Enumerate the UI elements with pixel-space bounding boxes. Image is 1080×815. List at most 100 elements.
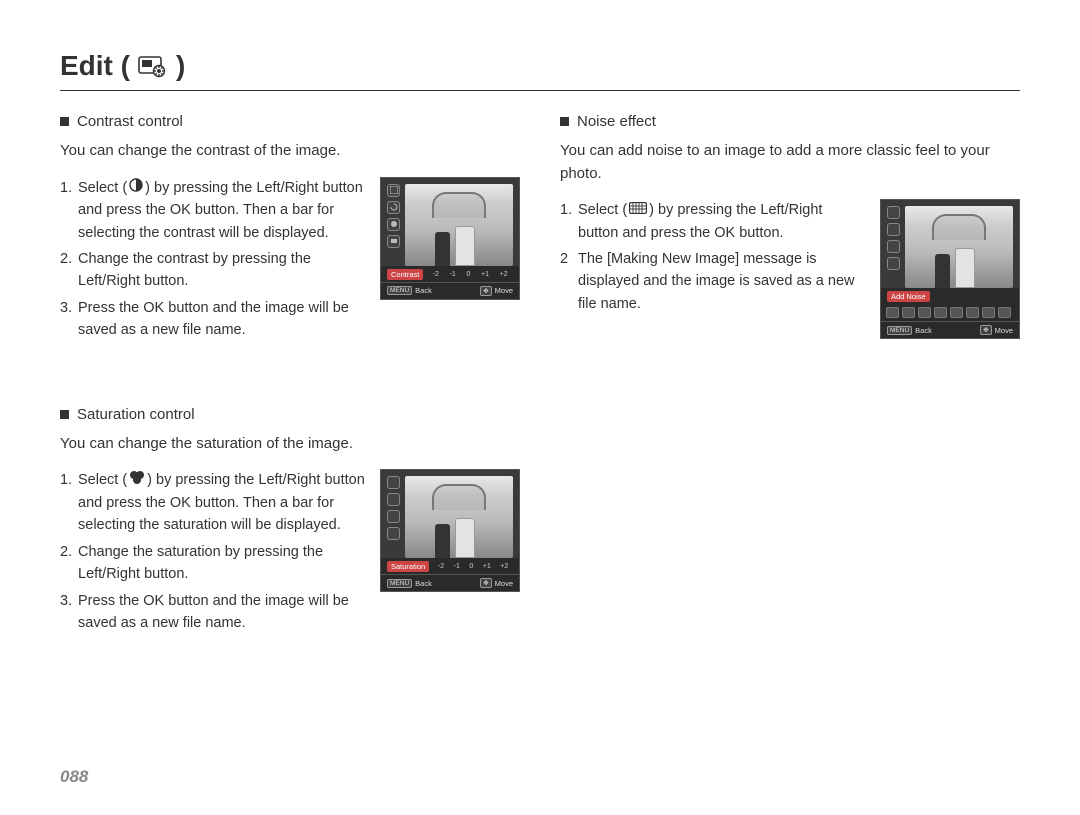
resize-icon: [387, 184, 400, 197]
step-number: 2.: [60, 248, 78, 293]
photo-style-icon: [387, 510, 400, 523]
photo-style-icon: [387, 218, 400, 231]
step-item: 2 The [Making New Image] message is disp…: [560, 248, 866, 315]
step-list: 1. Select () by pressing the Left/Right …: [560, 199, 866, 319]
effect-thumb-icon: [950, 307, 963, 318]
screen-side-icons: [887, 206, 900, 288]
section-heading: Contrast control: [60, 113, 520, 130]
step-number: 1.: [60, 177, 78, 244]
screen-photo: [405, 476, 513, 558]
rotate-icon: [387, 493, 400, 506]
step-text: Change the saturation by pressing the Le…: [78, 541, 366, 586]
photo-style-icon: [887, 240, 900, 253]
page-title-text: Edit (: [60, 50, 130, 82]
screen-footer: MENUBack ✥Move: [381, 282, 519, 299]
screen-mode-label: Contrast: [387, 269, 423, 280]
camera-screen-saturation: Saturation -2 -1 0 +1 +2 MENUBack ✥ Move: [380, 469, 520, 592]
contrast-icon: [129, 177, 143, 199]
move-label: Move: [495, 286, 513, 295]
back-label: Back: [415, 579, 432, 588]
screen-photo: [405, 184, 513, 266]
step-item: 2. Change the contrast by pressing the L…: [60, 248, 366, 293]
step-number: 3.: [60, 297, 78, 342]
screen-mode-label: Add Noise: [887, 291, 930, 302]
nav-key-icon: ✥: [980, 325, 991, 335]
step-list: 1. Select () by pressing the Left/Right …: [60, 469, 366, 638]
camera-screen-contrast: Contrast -2 -1 0 +1 +2 MENUBack ✥Move: [380, 177, 520, 300]
step-text: Select () by pressing the Left/Right but…: [578, 199, 866, 244]
menu-key-icon: MENU: [387, 286, 412, 295]
page-title: Edit ( ): [60, 50, 1020, 82]
step-text: Press the OK button and the image will b…: [78, 590, 366, 635]
section-intro: You can change the saturation of the ima…: [60, 433, 520, 456]
section-body: 1. Select () by pressing the Left/Right …: [560, 199, 1020, 339]
screen-effects-row: [881, 304, 1019, 321]
step-text: Select () by pressing the Left/Right but…: [78, 469, 366, 536]
section-body: 1. Select () by pressing the Left/Right …: [60, 469, 520, 638]
section-intro: You can add noise to an image to add a m…: [560, 140, 1020, 185]
section-body: 1. Select () by pressing the Left/Right …: [60, 177, 520, 346]
effect-thumb-icon: [918, 307, 931, 318]
page-title-close: ): [176, 50, 185, 82]
nav-key-icon: ✥: [480, 578, 491, 588]
section-heading-text: Saturation control: [77, 406, 195, 423]
menu-key-icon: MENU: [387, 579, 412, 588]
rotate-icon: [887, 223, 900, 236]
screen-mode-row: Saturation -2 -1 0 +1 +2: [381, 558, 519, 574]
resize-icon: [887, 206, 900, 219]
step-number: 2: [560, 248, 578, 315]
step-list: 1. Select () by pressing the Left/Right …: [60, 177, 366, 346]
step-number: 1.: [60, 469, 78, 536]
rotate-icon: [387, 201, 400, 214]
back-label: Back: [415, 286, 432, 295]
section-heading-text: Noise effect: [577, 113, 656, 130]
section-intro: You can change the contrast of the image…: [60, 140, 520, 163]
bullet-square-icon: [60, 410, 69, 419]
step-number: 2.: [60, 541, 78, 586]
section-noise: Noise effect You can add noise to an ima…: [560, 113, 1020, 339]
screen-mode-row: Contrast -2 -1 0 +1 +2: [381, 266, 519, 282]
effect-thumb-icon: [966, 307, 979, 318]
effect-thumb-icon: [886, 307, 899, 318]
page-columns: Contrast control You can change the cont…: [60, 113, 1020, 699]
effect-thumb-icon: [998, 307, 1011, 318]
screen-mode-row: Add Noise: [881, 288, 1019, 304]
effect-thumb-icon: [934, 307, 947, 318]
edit-gear-icon: [138, 54, 168, 78]
step-text: Press the OK button and the image will b…: [78, 297, 366, 342]
bullet-square-icon: [560, 117, 569, 126]
move-label: Move: [995, 326, 1013, 335]
move-label: Move: [495, 579, 513, 588]
screen-footer: MENUBack ✥ Move: [381, 574, 519, 591]
step-item: 3. Press the OK button and the image wil…: [60, 297, 366, 342]
screen-ticks: -2 -1 0 +1 +2: [433, 563, 513, 570]
section-saturation: Saturation control You can change the sa…: [60, 406, 520, 639]
screen-side-icons: [387, 184, 400, 266]
screen-photo: [905, 206, 1013, 288]
left-column: Contrast control You can change the cont…: [60, 113, 520, 699]
screen-ticks: -2 -1 0 +1 +2: [427, 271, 513, 278]
bullet-square-icon: [60, 117, 69, 126]
section-heading-text: Contrast control: [77, 113, 183, 130]
resize-icon: [387, 476, 400, 489]
step-text: Select () by pressing the Left/Right but…: [78, 177, 366, 244]
step-item: 1. Select () by pressing the Left/Right …: [60, 469, 366, 536]
step-item: 3. Press the OK button and the image wil…: [60, 590, 366, 635]
noise-grid-icon: [629, 199, 647, 221]
screen-mode-label: Saturation: [387, 561, 429, 572]
step-number: 1.: [560, 199, 578, 244]
image-adjust-icon: [887, 257, 900, 270]
step-item: 2. Change the saturation by pressing the…: [60, 541, 366, 586]
screen-side-icons: [387, 476, 400, 558]
title-rule: [60, 90, 1020, 91]
step-item: 1. Select () by pressing the Left/Right …: [60, 177, 366, 244]
section-heading: Noise effect: [560, 113, 1020, 130]
right-column: Noise effect You can add noise to an ima…: [560, 113, 1020, 699]
step-item: 1. Select () by pressing the Left/Right …: [560, 199, 866, 244]
step-text: Change the contrast by pressing the Left…: [78, 248, 366, 293]
section-contrast: Contrast control You can change the cont…: [60, 113, 520, 346]
page-number: 088: [60, 767, 88, 787]
effect-thumb-icon: [982, 307, 995, 318]
image-adjust-icon: [387, 527, 400, 540]
saturation-icon: [129, 469, 145, 491]
